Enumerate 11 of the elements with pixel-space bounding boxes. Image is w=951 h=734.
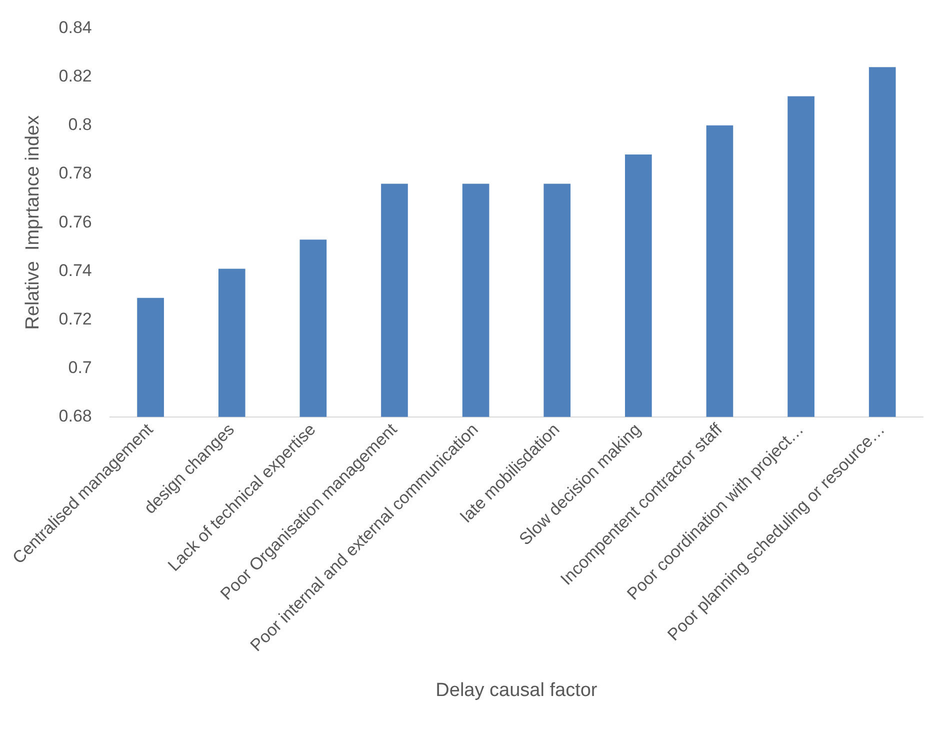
x-axis-title: Delay causal factor [436, 680, 598, 701]
y-tick-label: 0.84 [58, 18, 92, 37]
y-tick-label: 0.78 [58, 164, 92, 183]
y-tick-label: 0.8 [68, 115, 92, 134]
y-tick-label: 0.82 [58, 66, 92, 86]
y-tick-label: 0.7 [68, 358, 92, 378]
y-tick-label: 0.74 [58, 260, 92, 280]
y-tick-label: 0.68 [58, 406, 92, 426]
y-tick-label: 0.72 [58, 309, 92, 328]
y-axis-title: Relative Imprtance index [22, 114, 44, 330]
y-tick-label: 0.76 [58, 212, 92, 232]
